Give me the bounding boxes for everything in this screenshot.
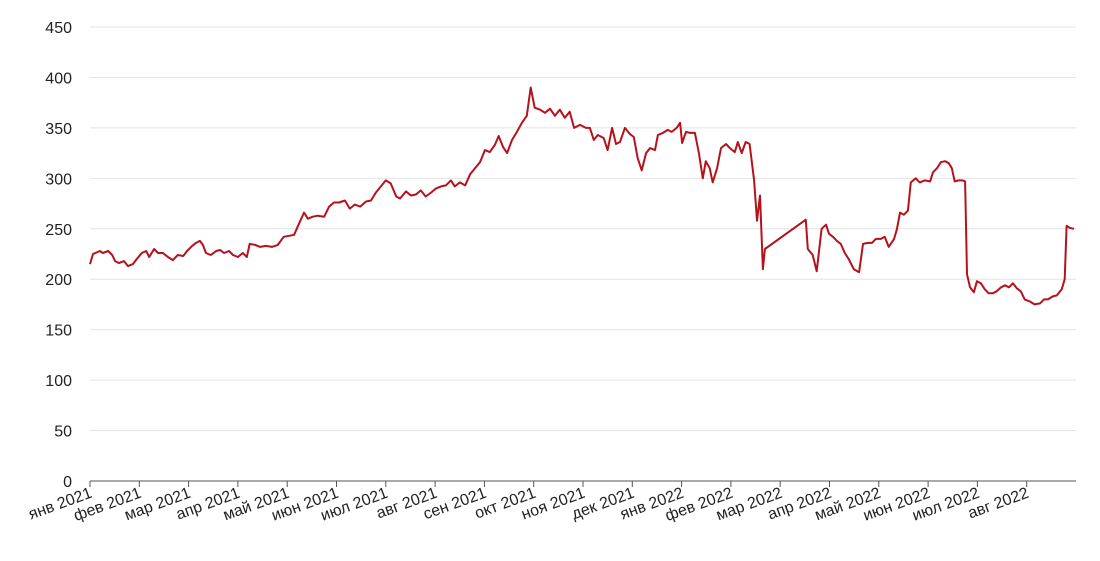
price-line — [89, 86, 1075, 306]
y-tick-label: 100 — [45, 373, 72, 390]
y-tick-label: 150 — [45, 323, 72, 340]
y-tick-label: 0 — [63, 474, 72, 491]
y-tick-label: 300 — [45, 171, 72, 188]
y-tick-label: 250 — [45, 222, 72, 239]
y-tick-label: 450 — [45, 20, 72, 37]
y-tick-label: 350 — [45, 121, 72, 138]
y-tick-label: 200 — [45, 272, 72, 289]
y-tick-label: 400 — [45, 70, 72, 87]
y-tick-label: 50 — [54, 424, 72, 441]
